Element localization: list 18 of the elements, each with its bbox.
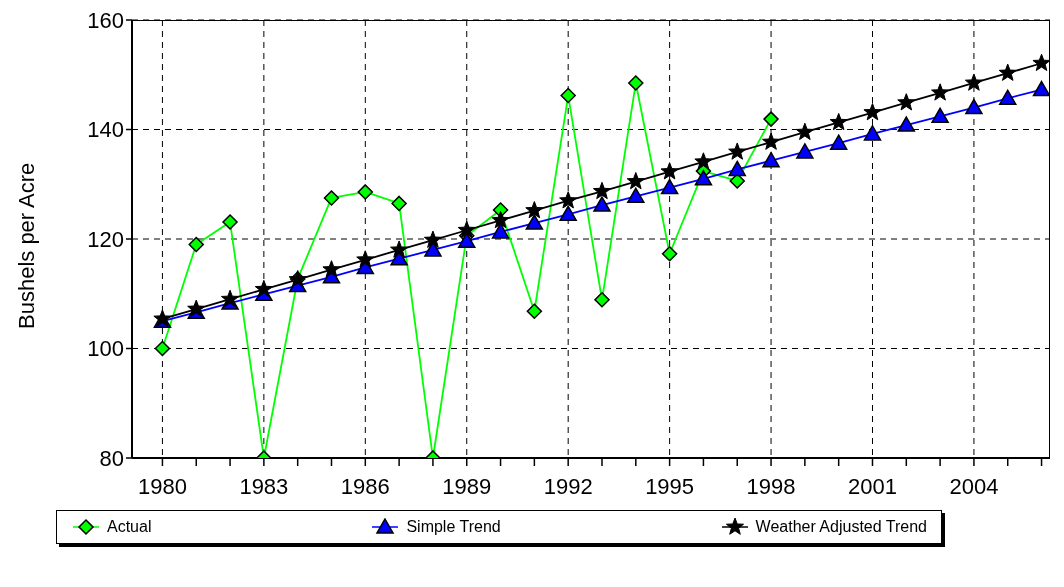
x-tick-label: 1986 xyxy=(340,473,390,499)
y-tick-label: 160 xyxy=(87,7,124,33)
x-tick-label: 1989 xyxy=(442,473,492,499)
y-tick-label: 140 xyxy=(87,117,124,143)
y-axis-title: Bushels per Acre xyxy=(13,162,39,329)
legend-label: Weather Adjusted Trend xyxy=(755,518,927,536)
x-tick-label: 2001 xyxy=(848,473,897,499)
y-tick-label: 80 xyxy=(99,445,124,471)
y-tick-label: 100 xyxy=(87,336,124,362)
x-tick-label: 1983 xyxy=(239,473,289,499)
x-tick-label: 1980 xyxy=(137,473,187,499)
y-tick-label: 120 xyxy=(87,226,124,252)
legend-label: Simple Trend xyxy=(406,518,501,536)
x-tick-label: 1998 xyxy=(746,473,796,499)
x-tick-label: 1992 xyxy=(543,473,593,499)
legend-label: Actual xyxy=(107,518,152,536)
x-tick-label: 1995 xyxy=(645,473,695,499)
x-tick-label: 2004 xyxy=(949,473,999,499)
